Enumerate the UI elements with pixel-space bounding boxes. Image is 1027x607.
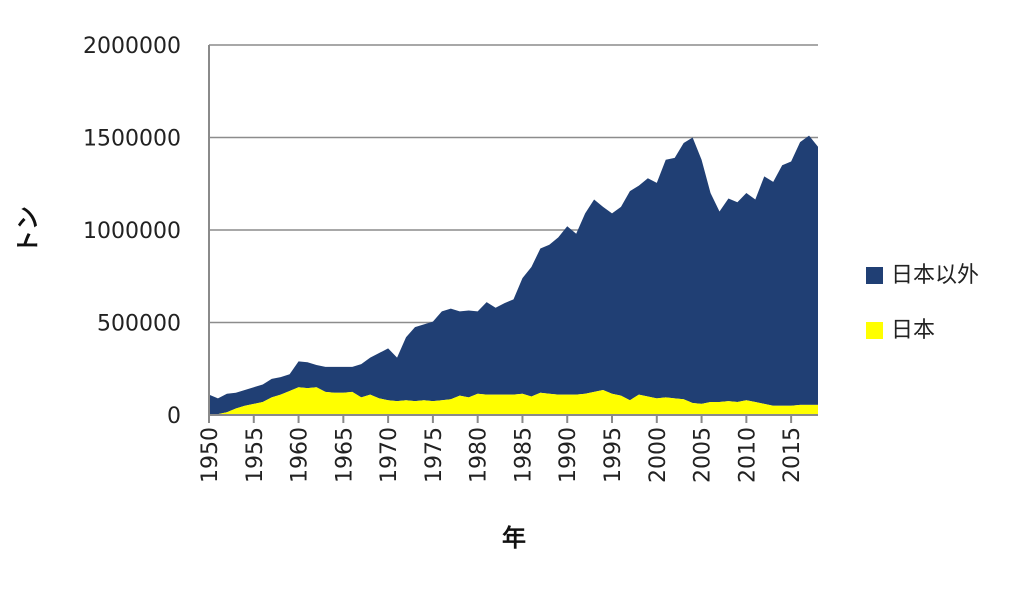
x-axis-title: 年 [502, 524, 526, 552]
x-tick-label: 1970 [377, 427, 402, 483]
x-tick-labels: 1950 1955 1960 1965 1970 1975 1980 1985 1990 1995… [198, 415, 805, 483]
y-tick-label: 1000000 [83, 219, 181, 244]
x-tick-label: 2005 [691, 427, 716, 483]
legend-item-japan: 日本 [866, 318, 935, 343]
area-series-other [209, 135, 818, 415]
y-tick-label: 0 [167, 404, 181, 429]
x-tick-label: 1985 [511, 427, 536, 483]
x-tick-label: 1975 [422, 427, 447, 483]
legend-swatch-other [866, 267, 883, 284]
x-tick-label: 2000 [646, 427, 671, 483]
legend-label-japan: 日本 [891, 318, 935, 343]
x-tick-label: 1965 [332, 427, 357, 483]
area-series-group [209, 135, 818, 415]
x-tick-label: 1950 [198, 427, 223, 483]
y-tick-label: 2000000 [83, 34, 181, 59]
x-tick-label: 2015 [780, 427, 805, 483]
y-tick-label: 1500000 [83, 127, 181, 152]
x-tick-label: 1995 [601, 427, 626, 483]
y-axis-title: トン [14, 206, 42, 254]
legend-swatch-japan [866, 322, 883, 339]
y-tick-labels: 0 500000 1000000 1500000 2000000 [83, 34, 181, 429]
x-tick-label: 2010 [735, 427, 760, 483]
area-series-japan [209, 387, 818, 415]
x-tick-label: 1980 [467, 427, 492, 483]
legend-label-other: 日本以外 [891, 263, 979, 288]
x-tick-label: 1960 [288, 427, 313, 483]
y-tick-label: 500000 [97, 312, 181, 337]
legend-item-other: 日本以外 [866, 263, 979, 288]
x-tick-label: 1955 [243, 427, 268, 483]
axes [208, 45, 818, 423]
x-tick-label: 1990 [556, 427, 581, 483]
legend: 日本以外 日本 [866, 263, 979, 343]
